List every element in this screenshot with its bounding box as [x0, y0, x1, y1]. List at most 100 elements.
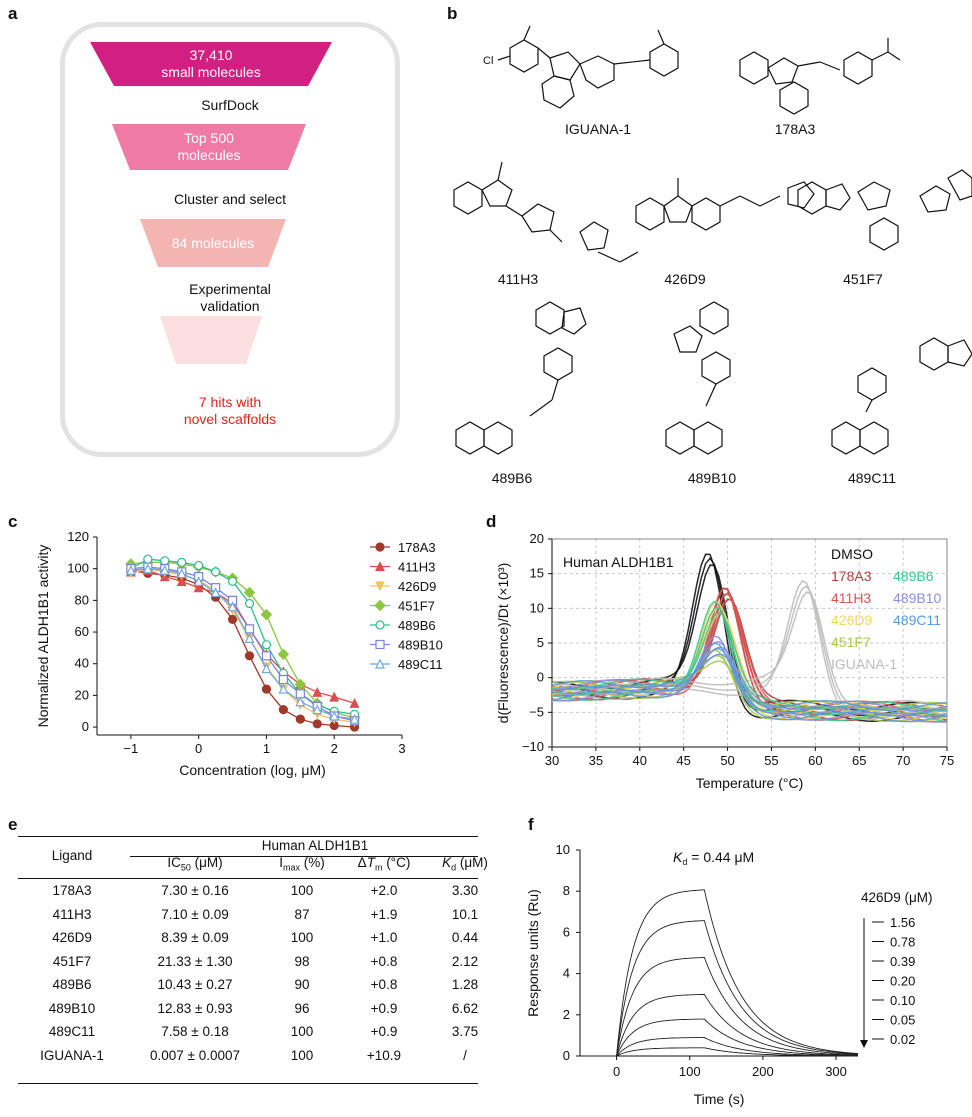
legend-label-489B10: 489B10	[893, 590, 941, 606]
point-411H3	[176, 576, 187, 586]
legend-label-426D9: 426D9	[398, 579, 436, 594]
table-cell: +0.8	[370, 977, 398, 993]
table-cell: 1.28	[451, 977, 479, 993]
sensorgram-0.10	[580, 1018, 858, 1057]
panel-f-label: f	[528, 815, 534, 834]
series-489B6: 489B6	[126, 554, 436, 720]
table-cell: 2.12	[451, 953, 479, 969]
table-cell: 178A3	[52, 883, 92, 899]
table-cell: +0.8	[370, 953, 398, 969]
trace-489B10	[551, 646, 948, 712]
table-cell: +10.9	[366, 1047, 402, 1063]
trace-489B6	[551, 611, 948, 712]
table-row: 178A3 7.30 ± 0.16 100 +2.0 3.30	[18, 873, 502, 903]
results-table: Ligand IC50 (μM) Imax (%) ΔTm (°C) Kd (μ…	[18, 837, 502, 1067]
x-tick-label: 300	[825, 1064, 847, 1079]
x-axis-label: Concentration (log, μM)	[179, 762, 326, 778]
table-cell: /	[463, 1047, 467, 1063]
step-cluster: Cluster and select	[173, 191, 287, 207]
compound-label-489b10: 489B10	[687, 470, 737, 486]
table-cell: 426D9	[52, 930, 92, 946]
panel-a-label: a	[8, 4, 18, 23]
point-451F7	[277, 648, 290, 660]
table-cell: 411H3	[52, 906, 92, 922]
table-cell: +2.0	[370, 883, 398, 899]
table-cell: +1.9	[370, 906, 398, 922]
point-489C11	[210, 587, 221, 598]
structure-489c11	[831, 337, 972, 455]
compound-label-489c11: 489C11	[847, 470, 896, 486]
table-cell: 8.39 ± 0.09	[161, 930, 229, 946]
col-imax: Imax (%)	[279, 855, 325, 873]
compound-label-426d9: 426D9	[664, 271, 706, 287]
legend-marker-426D9	[375, 581, 385, 592]
funnel-frame	[60, 22, 400, 457]
point-489C11	[125, 564, 136, 575]
legend-marker-489C11	[375, 658, 385, 669]
legend-arrow-head	[860, 1040, 868, 1048]
point-489B6	[211, 567, 221, 577]
series-489C11: 489C11	[125, 563, 443, 724]
y-tick-label: 0	[82, 719, 89, 734]
structure-426d9	[635, 178, 815, 231]
table-cell: 100	[290, 1024, 314, 1040]
y-tick-label: −10	[522, 739, 544, 754]
y-tick-label: 100	[67, 561, 89, 576]
y-axis-label: Normalized ALDH1B1 activity	[35, 545, 51, 728]
panel-e-label: e	[8, 815, 18, 834]
point-489B10	[278, 674, 288, 685]
point-178A3	[227, 614, 238, 624]
series-489B10: 489B10	[126, 562, 443, 726]
table-cell: 451F7	[52, 953, 92, 969]
y-tick-label: 10	[556, 842, 570, 857]
y-tick-label: 15	[530, 566, 544, 581]
table-cell: 10.43 ± 0.27	[157, 977, 233, 993]
point-489C11	[244, 633, 255, 643]
table-cell: 10.1	[451, 906, 479, 922]
hits-text: 7 hits with novel scaffolds	[183, 394, 277, 427]
col-ligand: Ligand	[51, 847, 93, 863]
legend-marker-178A3	[375, 542, 385, 552]
point-451F7	[243, 586, 256, 599]
compound-label-489b6: 489B6	[491, 470, 533, 486]
funnel-tier-2	[112, 124, 306, 170]
legend-label-DMSO: DMSO	[831, 546, 873, 562]
table-cell: 90	[294, 977, 310, 993]
legend-label-0.39: 0.39	[890, 954, 915, 969]
y-tick-label: 6	[563, 924, 570, 939]
x-tick-label: 40	[633, 753, 647, 768]
point-178A3	[278, 705, 288, 715]
x-tick-label: 200	[752, 1064, 774, 1079]
x-tick-label: 65	[852, 753, 866, 768]
x-tick-label: −1	[123, 741, 138, 756]
table-header-rule	[18, 878, 478, 879]
table-row: 426D9 8.39 ± 0.09 100 +1.0 0.44	[18, 926, 502, 950]
panel-b-label: b	[447, 4, 458, 23]
legend-label-451F7: 451F7	[398, 599, 435, 614]
series-489C11	[551, 642, 948, 723]
point-489B6	[177, 557, 187, 567]
table-cell: 87	[294, 906, 310, 922]
point-178A3	[312, 719, 322, 729]
x-tick-label: 100	[679, 1064, 701, 1079]
trace-489B10	[551, 635, 948, 723]
step-validation: Experimental validation	[189, 281, 271, 314]
legend-label-0.20: 0.20	[890, 974, 915, 989]
curve-426D9	[130, 568, 355, 723]
table-cell: +0.9	[370, 1000, 398, 1016]
trace-489C11	[551, 653, 948, 711]
table-cell: 489B10	[48, 1000, 96, 1016]
table-row: 411H3 7.10 ± 0.09 87 +1.9 10.1	[18, 903, 502, 927]
x-tick-label: 1	[263, 741, 270, 756]
structure-178a3	[739, 38, 901, 115]
point-489C11	[227, 601, 238, 612]
point-489C11	[349, 713, 360, 724]
legend-marker-411H3	[375, 561, 385, 572]
y-axis-label: Response units (Ru)	[525, 889, 541, 1017]
x-tick-label: 0	[195, 741, 202, 756]
x-tick-label: 70	[896, 753, 910, 768]
legend-label-489B6: 489B6	[893, 568, 934, 584]
table-top-rule	[18, 836, 478, 837]
funnel-tier-4	[160, 316, 262, 364]
point-451F7	[260, 608, 273, 621]
